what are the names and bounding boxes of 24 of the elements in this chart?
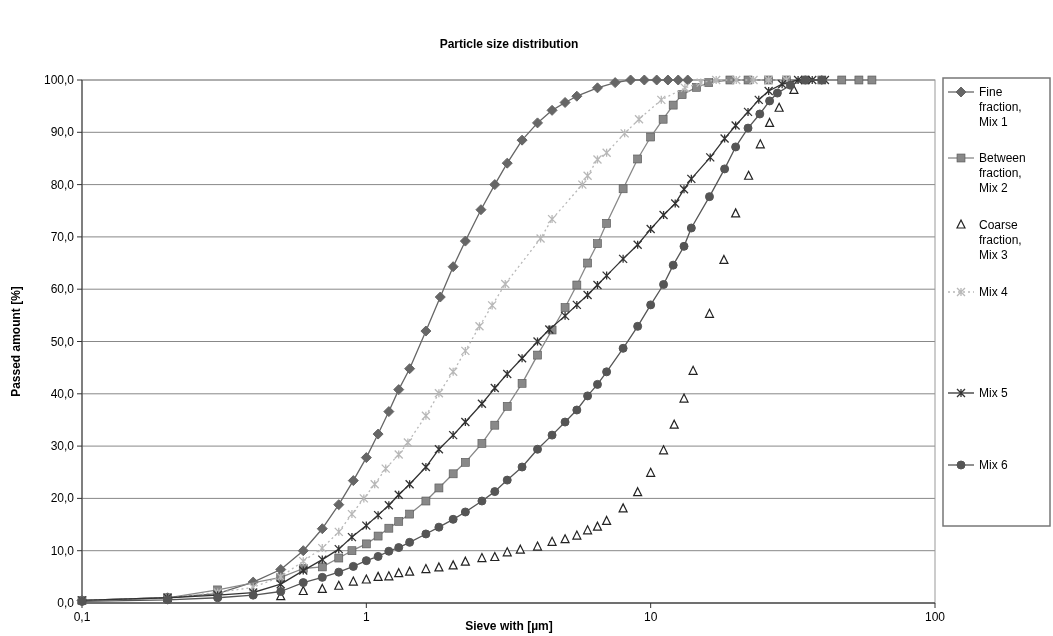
y-tick-label: 90,0 (50, 125, 75, 140)
y-tick-label: 70,0 (50, 229, 75, 244)
y-axis-title: Passed amount [%] (9, 286, 23, 397)
chart-title: Particle size distribution (439, 37, 579, 51)
legend-label: Mix 5 (979, 386, 1008, 400)
legend-label: Coarse fraction, Mix 3 (979, 218, 1022, 262)
x-tick-label: 0,1 (73, 610, 91, 624)
y-tick-label: 80,0 (50, 177, 75, 192)
legend-label: Mix 4 (979, 285, 1008, 299)
y-tick-label: 10,0 (50, 543, 75, 558)
y-tick-label: 0,0 (57, 596, 75, 610)
y-tick-label: 30,0 (50, 439, 75, 454)
y-tick-label: 100,0 (43, 73, 75, 87)
x-tick-label: 1 (362, 610, 370, 624)
x-tick-label: 100 (924, 610, 946, 624)
y-tick-label: 40,0 (50, 386, 75, 401)
x-axis-title: Sieve with [µm] (465, 619, 553, 633)
y-tick-label: 20,0 (50, 491, 75, 506)
x-tick-label: 10 (643, 610, 658, 624)
y-tick-label: 50,0 (50, 334, 75, 349)
legend-label: Between fraction, Mix 2 (979, 151, 1026, 195)
y-tick-label: 60,0 (50, 282, 75, 297)
legend-label: Mix 6 (979, 458, 1008, 472)
legend-label: Fine fraction, Mix 1 (979, 85, 1022, 129)
